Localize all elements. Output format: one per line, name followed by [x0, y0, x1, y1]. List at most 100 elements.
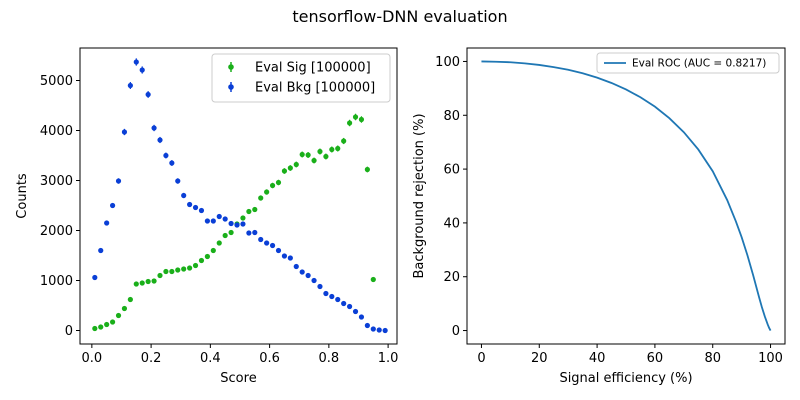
left-legend: Eval Sig [100000] Eval Bkg [100000] — [211, 53, 391, 103]
left-y-ticks: 0 1000 2000 3000 4000 5000 — [40, 74, 80, 339]
data-point — [305, 152, 311, 158]
data-point — [192, 262, 199, 269]
x-tick-label: 100 — [758, 351, 783, 366]
data-point — [187, 201, 193, 208]
data-point — [210, 218, 216, 224]
data-point — [157, 272, 163, 279]
data-point — [98, 247, 104, 254]
data-point — [204, 253, 210, 260]
left-y-axis-label: Counts — [15, 173, 30, 219]
data-point — [145, 278, 151, 285]
left-plot-panel: 0.0 0.2 0.4 0.6 0.8 1.0 0 1000 2000 3000 4000 5000… — [15, 47, 399, 386]
legend-bkg-marker — [228, 84, 234, 90]
data-point — [216, 240, 222, 246]
left-plot-frame — [79, 47, 398, 345]
data-point — [175, 178, 181, 184]
right-plot-marks — [481, 60, 772, 331]
right-plot-panel: 0 20 40 60 80 100 0 20 40 60 80 100 Signal efficie… — [412, 47, 786, 386]
data-point — [115, 178, 122, 184]
data-point — [169, 268, 175, 275]
data-point — [299, 151, 305, 158]
data-point — [127, 296, 133, 303]
y-tick-label: 40 — [443, 216, 460, 231]
right-y-axis-label: Background rejection (%) — [412, 113, 427, 278]
right-x-axis-label: Signal efficiency (%) — [559, 371, 692, 386]
x-tick-label: 60 — [647, 351, 664, 366]
x-tick-label: 80 — [704, 351, 721, 366]
y-tick-label: 5000 — [40, 74, 73, 89]
data-point — [258, 236, 264, 243]
data-point — [240, 215, 246, 221]
data-point — [269, 182, 276, 189]
y-tick-label: 1000 — [40, 274, 73, 289]
data-point — [364, 166, 370, 173]
data-point — [133, 281, 139, 287]
data-point — [157, 137, 163, 143]
series-bkg — [92, 58, 388, 334]
data-point — [299, 269, 305, 275]
data-point — [341, 138, 347, 144]
data-point — [109, 202, 116, 209]
data-point — [293, 263, 299, 270]
right-x-ticks: 0 20 40 60 80 100 — [477, 344, 783, 366]
data-point — [275, 247, 282, 254]
data-point — [187, 265, 193, 271]
data-point — [92, 325, 98, 332]
data-point — [311, 157, 317, 164]
data-point — [181, 192, 187, 199]
data-point — [341, 300, 347, 307]
y-tick-label: 0 — [452, 324, 460, 339]
data-point — [151, 278, 157, 284]
series-sig — [92, 113, 376, 332]
legend-bkg-label: Eval Bkg [100000] — [255, 81, 375, 96]
data-point — [258, 195, 264, 201]
data-point — [346, 303, 353, 310]
data-point — [376, 327, 382, 333]
data-point — [352, 308, 359, 315]
data-point — [145, 91, 151, 98]
data-point — [121, 305, 128, 312]
data-point — [222, 216, 228, 222]
data-point — [370, 276, 376, 283]
data-point — [121, 129, 128, 135]
figure-title: tensorflow-DNN evaluation — [292, 7, 507, 26]
data-point — [216, 213, 222, 220]
x-tick-label: 0.8 — [319, 351, 340, 366]
data-point — [317, 148, 323, 155]
roc-curve — [481, 60, 772, 331]
data-point — [281, 253, 288, 259]
left-plot-marks — [92, 58, 388, 334]
left-legend-box — [211, 53, 391, 103]
legend-roc-label: Eval ROC (AUC = 0.8217) — [632, 58, 766, 70]
data-point — [104, 220, 110, 226]
data-point — [198, 207, 205, 214]
data-point — [127, 82, 133, 89]
data-point — [104, 321, 110, 328]
data-point — [358, 314, 365, 320]
data-point — [252, 229, 258, 236]
legend-sig-marker — [228, 64, 234, 70]
data-point — [139, 280, 145, 286]
y-tick-label: 20 — [443, 270, 460, 285]
data-point — [151, 125, 157, 131]
data-point — [329, 146, 335, 153]
data-point — [210, 247, 216, 254]
data-point — [264, 240, 270, 246]
right-plot-frame — [466, 47, 786, 345]
data-point — [370, 326, 376, 332]
x-tick-label: 1.0 — [378, 351, 399, 366]
data-point — [346, 120, 353, 126]
y-tick-label: 4000 — [40, 124, 73, 139]
data-point — [133, 59, 139, 65]
data-point — [204, 218, 210, 224]
data-point — [246, 230, 252, 236]
data-point — [98, 324, 104, 330]
data-point — [246, 208, 252, 215]
legend-sig-label: Eval Sig [100000] — [255, 61, 371, 76]
y-tick-label: 2000 — [40, 224, 73, 239]
data-point — [252, 206, 258, 213]
y-tick-label: 100 — [435, 55, 460, 70]
left-x-ticks: 0.0 0.2 0.4 0.6 0.8 1.0 — [82, 344, 399, 366]
data-point — [269, 242, 276, 249]
data-point — [234, 222, 240, 228]
